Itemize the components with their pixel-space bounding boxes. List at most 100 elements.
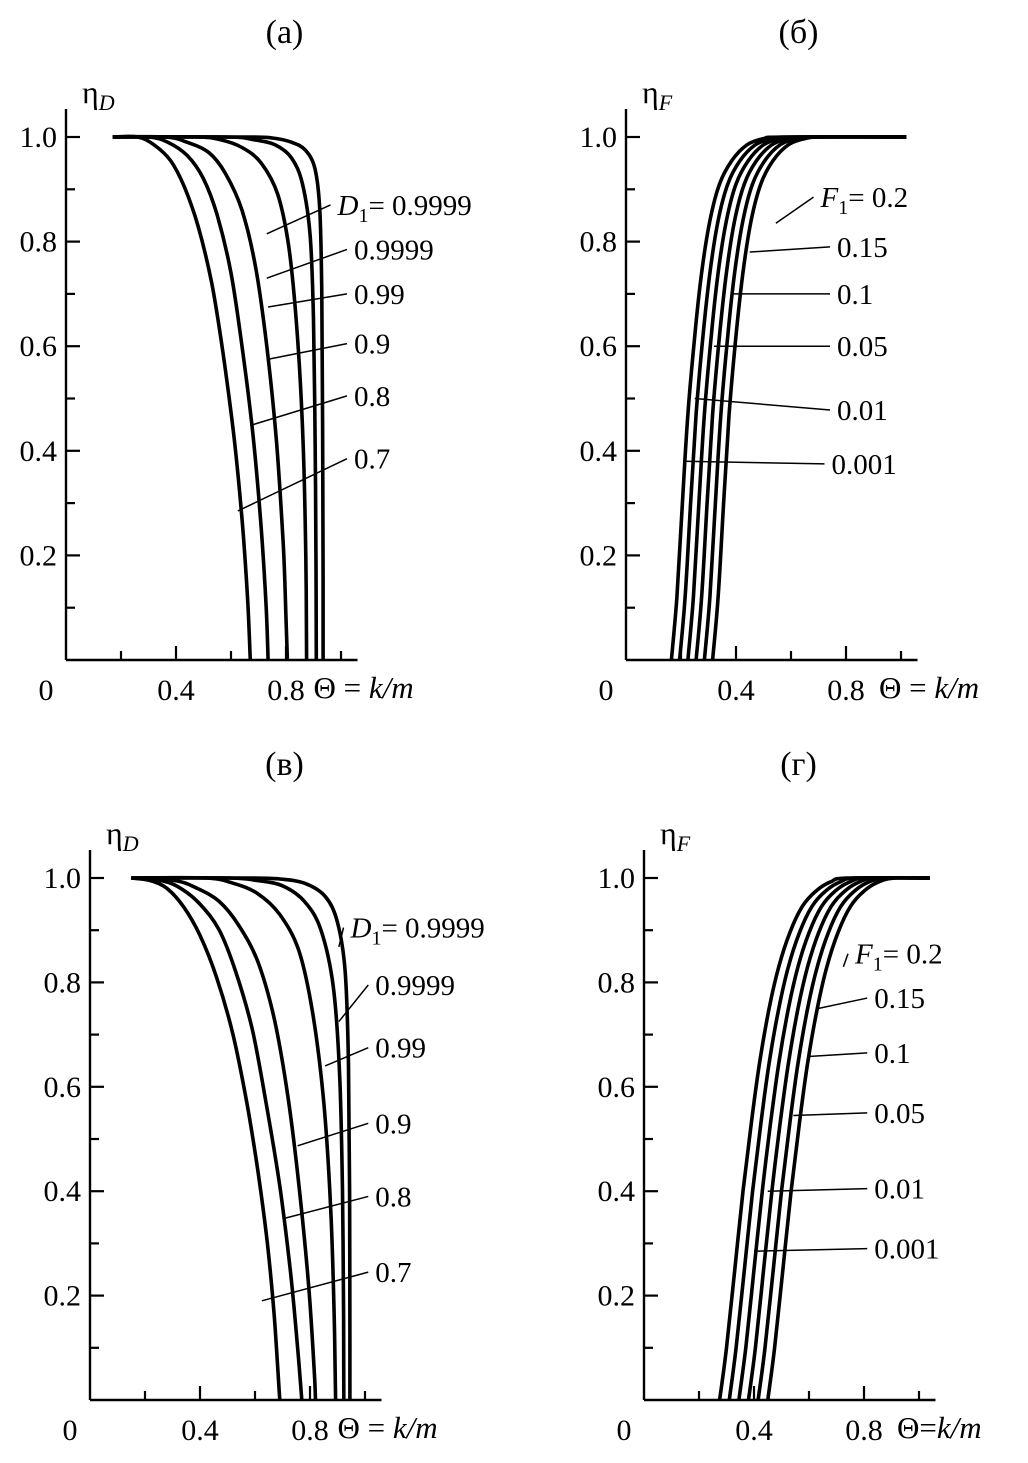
leader-line [753,1247,868,1252]
panel-b-title: (б) [778,14,819,51]
origin-label: 0 [617,1414,632,1447]
curve-label: 0.1 [874,1038,910,1070]
x-tick-label: 0.8 [845,1414,883,1447]
leader-line [338,984,369,1023]
curve-D1=0.8 [131,876,304,1401]
leader-line [282,1195,369,1220]
y-tick-label: 0.6 [598,1071,636,1104]
curve-label: 0.99 [354,279,405,311]
curve-D1=0.9999 [112,135,319,661]
panel-g: (г) 1.0 0.8 0.6 0.4 0.2 0.4 0.8 0 ηF Θ=k/m F1= 0.2… [514,732,1028,1463]
x-tick-label: 0.8 [827,674,865,707]
curve-label: 0.001 [832,449,897,481]
y-tick-label: 0.6 [580,330,618,363]
leader-line [237,457,348,512]
curve-label: 0.9999 [375,970,455,1002]
y-tick-label: 0.4 [20,435,58,468]
curve-label: 0.01 [837,395,888,427]
curve-label: 0.9 [375,1108,411,1140]
y-tick-label: 0.8 [580,226,618,259]
y-tick-label: 0.4 [598,1175,636,1208]
y-tick-label: 0.2 [580,539,618,572]
curve-label: 0.7 [375,1257,411,1289]
panel-g-plot: 1.0 0.8 0.6 0.4 0.2 0.4 0.8 0 ηF Θ=k/m F1= 0.2 0.15… [598,815,982,1447]
curve-D1=0.9999 [131,876,346,1401]
curve-F1=0.01 [727,875,931,1401]
x-axis-title: Θ = k/m [314,670,414,705]
leader-line [775,196,814,224]
origin-label: 0 [599,674,614,707]
y-axis-title: ηD [82,74,115,115]
y-tick-label: 1.0 [580,121,618,154]
curve-D1=0.7 [131,876,282,1401]
y-tick-label: 1.0 [598,862,636,895]
y-tick-label: 1.0 [20,121,58,154]
leader-line [267,342,348,361]
curve-label: F1= 0.2 [820,182,909,219]
panel-b-plot: 1.0 0.8 0.6 0.4 0.2 0.4 0.8 0 ηF Θ = k/m F1= 0.2 0.… [580,74,980,707]
origin-label: 0 [39,674,54,707]
x-tick-label: 0.4 [717,674,755,707]
y-tick-label: 0.8 [598,966,636,999]
curve-F1=0.2 [766,875,931,1401]
curve-D1=0.8 [112,134,270,661]
curve-label: 0.99 [375,1033,426,1065]
leader-line [261,1271,369,1302]
y-tick-label: 0.4 [580,435,618,468]
curve-label: 0.01 [874,1174,925,1206]
curve-label: 0.7 [354,444,390,476]
leader-line [338,927,345,948]
curve-label: F1= 0.2 [854,939,943,976]
y-axis-title: ηF [660,815,691,856]
panel-g-title: (г) [780,746,817,783]
leader-line [793,1112,868,1117]
curve-F1=0.05 [737,875,931,1401]
y-tick-label: 0.6 [20,330,58,363]
leader-line [268,293,348,308]
y-axis-title: ηD [106,815,139,856]
curve-label: D1= 0.9999 [350,913,485,950]
curve-label: 0.9999 [354,234,434,266]
x-tick-label: 0.8 [291,1414,329,1447]
y-tick-label: 0.4 [44,1175,82,1208]
leader-line [683,460,825,465]
curve-D1=0.7 [112,134,253,661]
panel-b: (б) 1.0 0.8 0.6 0.4 0.2 0.4 0.8 0 ηF Θ = k/m F1= 0… [514,0,1028,731]
curve-label: 0.1 [837,279,873,311]
curve-label: D1= 0.9999 [337,190,472,227]
y-axis-title: ηF [642,74,673,115]
panel-a-title: (а) [265,14,304,51]
panel-v-plot: 1.0 0.8 0.6 0.4 0.2 0.4 0.8 0 ηD Θ = k/m D1= 0.999… [44,815,485,1447]
x-tick-label: 0.4 [181,1414,219,1447]
x-axis-title: Θ = k/m [879,670,979,705]
leader-line [749,246,831,253]
y-tick-label: 0.2 [44,1280,82,1313]
curve-label: 0.05 [874,1098,925,1130]
y-tick-label: 0.8 [20,226,58,259]
x-axis-title: Θ = k/m [338,1410,438,1445]
curve-label: 0.15 [837,232,888,264]
curve-label: 0.001 [874,1234,939,1266]
leader-line [694,397,831,411]
panel-a-plot: 1.0 0.8 0.6 0.4 0.2 0.4 0.8 0 ηD Θ = k/m D1= 0.999… [20,74,472,707]
leader-line [842,953,849,967]
leader-line [808,1052,868,1058]
curve-label: 0.8 [375,1181,411,1213]
x-tick-label: 0.8 [267,674,305,707]
leader-line [266,204,331,235]
curve-label: 0.05 [837,331,888,363]
curve-D1=0.99 [112,135,309,661]
panel-v: (в) 1.0 0.8 0.6 0.4 0.2 0.4 0.8 0 ηD Θ = k/m D1= 0… [0,732,514,1463]
y-tick-label: 0.6 [44,1071,82,1104]
curve-label: 0.15 [874,983,925,1015]
leader-line [266,248,348,279]
y-tick-label: 0.8 [44,966,82,999]
curve-D1=0.99 [131,875,338,1401]
leader-line [767,1187,868,1192]
y-tick-label: 0.2 [20,539,58,572]
curve-F1=0.001 [717,875,931,1401]
leader-line [252,395,348,426]
curve-F1=0.1 [746,875,931,1401]
leader-line [324,1046,369,1067]
